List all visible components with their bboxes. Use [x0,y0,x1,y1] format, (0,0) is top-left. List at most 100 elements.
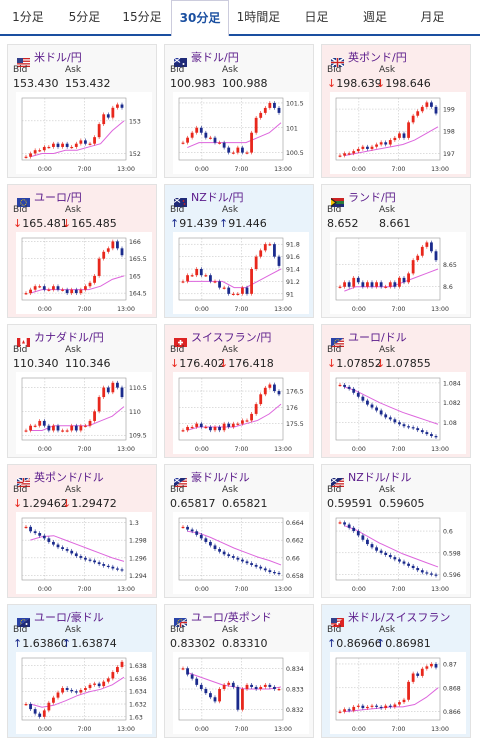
candle-body [190,275,194,277]
tab-1[interactable]: 5分足 [68,10,101,24]
y-tick-label: 91.4 [286,267,300,274]
us-flag-icon [17,52,30,67]
y-tick-label: 152 [129,151,141,158]
price-chart[interactable]: 0.664 0.662 0.66 0.658 0:00 7:00 13:00 [173,512,309,594]
rate-card[interactable]: スイスフラン/円 Bid Ask ↓176.402 ↓176.418 176.5… [164,324,314,458]
tab-2[interactable]: 15分足 [122,10,162,24]
pair-name[interactable]: ユーロ/円 [34,191,82,204]
ask-label: Ask [379,65,396,75]
price-chart[interactable]: 91.8 91.6 91.4 91.2 91 0:00 7:00 13:00 [173,232,309,314]
candle-body [204,132,208,138]
rate-card[interactable]: ユーロ/円 Bid Ask ↓165.481 ↓165.485 166 165.5… [7,184,157,318]
pair-name[interactable]: ランド/円 [348,191,396,204]
candle-body [361,146,365,149]
pair-name[interactable]: 英ポンド/ドル [34,471,104,484]
x-tick-label: 0:00 [195,306,209,313]
candle-body [254,117,258,133]
tab-6[interactable]: 週足 [362,10,387,24]
candle-body [195,531,199,535]
tab-3[interactable]: 30分足 [171,0,229,36]
pair-name[interactable]: ユーロ/豪ドル [34,611,104,624]
candle-body [263,568,267,571]
candle-body [420,246,424,256]
bid-value: ↓198.639 [327,77,382,90]
candle-body [245,420,249,422]
price-chart[interactable]: 199 198 197 0:00 7:00 13:00 [330,92,466,174]
y-tick-label: 1.294 [129,573,147,580]
x-tick-label: 7:00 [391,726,405,733]
rate-card[interactable]: NZドル/円 Bid Ask ↑91.439 ↑91.446 91.8 91.6 9… [164,184,314,318]
rate-card[interactable]: 米ドル/スイスフラン Bid Ask ↑0.86966 ↑0.86981 0.8… [321,604,471,738]
candle-body [352,277,356,287]
y-tick-label: 101 [286,125,298,132]
candle-body [434,251,438,261]
tab-7[interactable]: 月足 [420,10,445,24]
rate-card[interactable]: NZドル/ドル Bid Ask 0.59591 0.59605 0.6 0.598… [321,464,471,598]
price-chart[interactable]: 8.65 8.6 0:00 7:00 13:00 [330,232,466,314]
tab-5[interactable]: 日足 [304,10,329,24]
candle-body [375,547,378,551]
change-arrow-icon: ↓ [13,217,23,230]
candle-body [254,686,258,689]
price-chart[interactable]: 1.3 1.298 1.296 1.294 0:00 7:00 13:00 [16,512,152,594]
bid-value: ↓1.07852 [327,357,382,370]
rate-card[interactable]: ユーロ/ドル Bid Ask ↓1.07852 ↓1.07855 1.084 1.… [321,324,471,458]
candlestick-chart: 1.3 1.298 1.296 1.294 0:00 7:00 13:00 [21,517,147,593]
candle-body [24,430,28,432]
pair-name[interactable]: ユーロ/英ポンド [191,611,272,624]
candle-body [379,410,383,415]
candle-body [268,384,272,388]
price-chart[interactable]: 1.084 1.082 1.08 0:00 7:00 13:00 [330,372,466,454]
price-chart[interactable]: 176.5 176 175.5 0:00 7:00 13:00 [173,372,309,454]
ask-label: Ask [222,485,239,495]
price-chart[interactable]: 0.87 0.868 0.866 0:00 7:00 13:00 [330,652,466,734]
candle-body [88,282,92,287]
price-chart[interactable]: 166 165.5 165 164.5 0:00 7:00 13:00 [16,232,152,314]
price-chart[interactable]: 0.834 0.833 0.832 0:00 7:00 13:00 [173,652,309,734]
pair-name[interactable]: NZドル/円 [191,191,244,204]
candle-body [361,396,365,401]
tab-0[interactable]: 1分足 [12,10,44,24]
rate-card[interactable]: ランド/円 Bid Ask 8.652 8.661 8.65 8.6 0:00 7:0… [321,184,471,318]
eu-au-flag-icon [17,612,30,627]
price-chart[interactable]: 0.6 0.598 0.596 0:00 7:00 13:00 [330,512,466,594]
rate-card[interactable]: ユーロ/豪ドル Bid Ask ↑1.63860 ↑1.63874 1.638 1… [7,604,157,738]
rate-card[interactable]: 英ポンド/円 Bid Ask ↓198.639 ↓198.646 199 198 1… [321,44,471,178]
pair-name[interactable]: 豪ドル/ドル [191,471,250,484]
x-tick-label: 13:00 [117,586,135,593]
y-tick-label: 1.63 [129,714,143,721]
rate-card[interactable]: カナダドル/円 Bid Ask 110.340 110.346 110.5 110… [7,324,157,458]
pair-name[interactable]: 米ドル/スイスフラン [348,611,451,624]
pair-name[interactable]: 米ドル/円 [34,51,82,64]
candle-body [338,155,342,157]
candle-body [47,425,51,431]
candle-body [186,275,189,282]
candle-body [33,425,37,427]
nz-us-flag-icon [331,472,344,487]
pair-name[interactable]: 英ポンド/円 [348,51,407,64]
bid-value: 100.983 [170,77,216,90]
rate-card[interactable]: 豪ドル/ドル Bid Ask 0.65817 0.65821 0.664 0.66… [164,464,314,598]
ask-label: Ask [379,625,396,635]
pair-name[interactable]: スイスフラン/円 [191,331,272,344]
pair-name[interactable]: 豪ドル/円 [191,51,239,64]
y-tick-label: 91.8 [286,242,300,249]
pair-name[interactable]: ユーロ/ドル [348,331,407,344]
candle-body [343,282,346,287]
candle-body [42,146,46,151]
rate-card[interactable]: 米ドル/円 Bid Ask 153.430 153.432 153 152 0:00… [7,44,157,178]
pair-name[interactable]: カナダドル/円 [34,331,104,344]
y-tick-label: 100.5 [286,150,304,157]
rate-card[interactable]: 英ポンド/ドル Bid Ask ↓1.29462 ↓1.29472 1.3 1.2… [7,464,157,598]
price-chart[interactable]: 153 152 0:00 7:00 13:00 [16,92,152,174]
tab-4[interactable]: 1時間足 [236,10,281,24]
rate-card[interactable]: ユーロ/英ポンド Bid Ask 0.83302 0.83310 0.834 0.… [164,604,314,738]
candle-body [70,689,74,692]
price-chart[interactable]: 1.638 1.636 1.634 1.632 1.63 0:00 7:00 13:00 [16,652,152,734]
rate-card[interactable]: 豪ドル/円 Bid Ask 100.983 100.988 101.5 101 10… [164,44,314,178]
bid-value: 153.430 [13,77,59,90]
pair-name[interactable]: NZドル/ドル [348,471,412,484]
price-chart[interactable]: 110.5 110 109.5 0:00 7:00 13:00 [16,372,152,454]
price-chart[interactable]: 101.5 101 100.5 0:00 7:00 13:00 [173,92,309,174]
y-tick-label: 110 [129,409,141,416]
